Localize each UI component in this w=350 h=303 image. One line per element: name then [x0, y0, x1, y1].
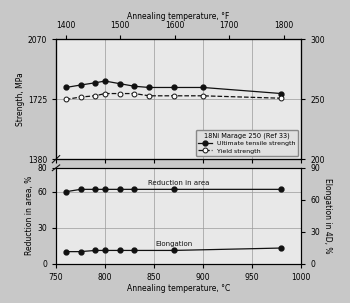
X-axis label: Annealing temperature, °C: Annealing temperature, °C — [127, 285, 230, 293]
X-axis label: Annealing temperature, °F: Annealing temperature, °F — [127, 12, 230, 21]
Text: Reduction in area: Reduction in area — [148, 180, 209, 186]
Y-axis label: Reduction in area, %: Reduction in area, % — [26, 176, 34, 255]
Y-axis label: Elongation in 4D, %: Elongation in 4D, % — [323, 178, 331, 253]
Legend: Ultimate tensile strength, Yield strength: Ultimate tensile strength, Yield strengt… — [196, 130, 298, 156]
Text: Elongation: Elongation — [155, 241, 192, 247]
Y-axis label: Strength, MPa: Strength, MPa — [16, 72, 25, 126]
